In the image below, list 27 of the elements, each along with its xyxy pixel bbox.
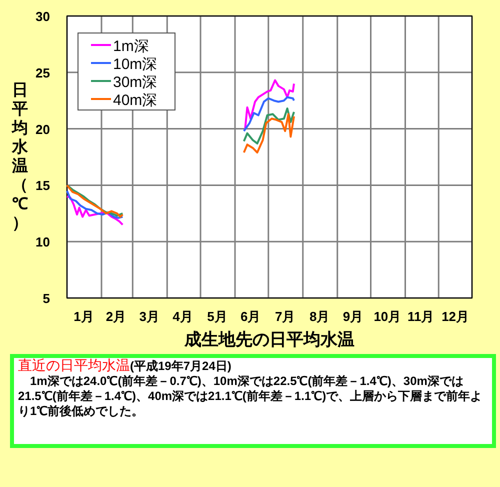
x-tick-label: 4月 — [172, 309, 193, 324]
x-tick-label: 5月 — [207, 309, 228, 324]
legend-label: 40m深 — [113, 92, 158, 109]
x-tick-label: 2月 — [106, 309, 126, 324]
x-tick-label: 12月 — [442, 309, 470, 324]
x-tick-label: 9月 — [342, 309, 364, 324]
legend-label: 30m深 — [113, 74, 158, 91]
x-tick-label: 8月 — [309, 309, 330, 324]
y-tick-label: 5 — [42, 291, 50, 306]
x-tick-label: 10月 — [374, 309, 402, 324]
text: 成生地先の日平均水温 — [184, 330, 354, 349]
x-tick-label: 1月 — [74, 309, 94, 324]
x-tick-label: 7月 — [274, 309, 296, 324]
y-tick-label: 15 — [36, 178, 50, 194]
text: 1m深では24.0℃(前年差－0.7℃)、10m深では22.5℃(前年差－1.4℃)、30m深では21.5℃(前年差－1.4℃)、40m深では21.1℃(前年差－1.1℃)で、上層から下層まで前年より1℃前後低めでした。 — [18, 374, 484, 419]
x-tick-label: 3月 — [139, 309, 160, 324]
x-tick-label: 6月 — [240, 309, 261, 324]
text: (平成19年7月24日) — [130, 359, 232, 373]
y-tick-label: 30 — [36, 9, 50, 24]
y-tick-label: 10 — [36, 234, 50, 250]
text: 直近の日平均水温 — [18, 357, 130, 373]
y-tick-label: 25 — [36, 65, 50, 80]
x-tick-label: 11月 — [407, 309, 434, 324]
legend-label: 10m深 — [113, 56, 158, 73]
legend-label: 1m深 — [113, 38, 149, 55]
y-axis-title: 日平均水温（℃） — [11, 82, 29, 232]
y-tick-label: 20 — [36, 122, 50, 137]
